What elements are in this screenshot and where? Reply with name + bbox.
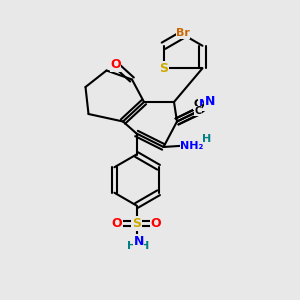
Text: O: O: [112, 217, 122, 230]
Text: H: H: [128, 241, 136, 251]
Text: O: O: [110, 58, 121, 71]
Text: S: S: [159, 62, 168, 75]
Text: H: H: [140, 241, 149, 251]
Text: C: C: [194, 99, 202, 109]
Text: O: O: [151, 217, 161, 230]
Text: N: N: [205, 95, 215, 109]
Text: Br: Br: [176, 28, 190, 38]
Text: S: S: [132, 217, 141, 230]
Text: H: H: [202, 134, 211, 144]
Text: N: N: [134, 235, 144, 248]
Text: C: C: [194, 106, 202, 116]
Text: NH₂: NH₂: [180, 140, 204, 151]
Text: N: N: [199, 98, 209, 111]
